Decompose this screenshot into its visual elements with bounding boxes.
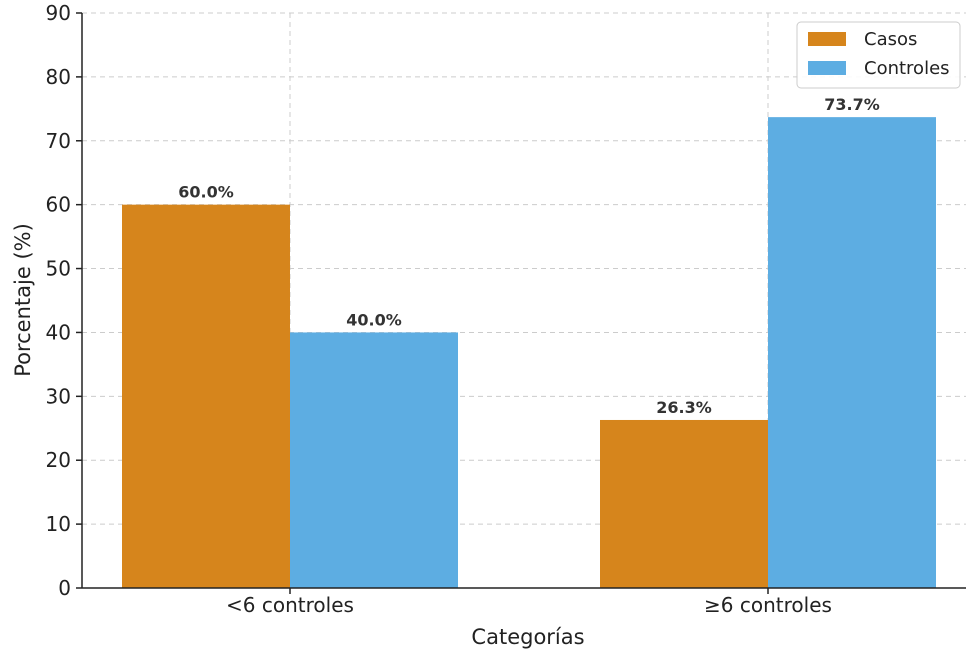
- data-label: 73.7%: [824, 95, 880, 114]
- legend-label-controles: Controles: [864, 58, 950, 79]
- y-axis-title: Porcentaje (%): [11, 223, 35, 377]
- data-labels: 60.0% 26.3% 40.0% 73.7%: [178, 95, 880, 417]
- y-tick-label: 30: [46, 384, 71, 408]
- legend: Casos Controles: [796, 21, 961, 89]
- axes: 0 10 20 30 40 50 60 70 80 90 <6 controles ≥6 contro…: [46, 1, 966, 617]
- bar-controles-1: [290, 332, 458, 588]
- y-tick-label: 50: [46, 257, 71, 281]
- x-tick-label: <6 controles: [226, 593, 354, 617]
- x-axis-title: Categorías: [471, 625, 584, 649]
- bar-casos-1: [122, 204, 290, 588]
- data-label: 26.3%: [656, 398, 712, 417]
- y-tick-label: 0: [58, 576, 71, 600]
- x-tick-label: ≥6 controles: [704, 593, 832, 617]
- data-label: 60.0%: [178, 183, 234, 202]
- legend-label-casos: Casos: [864, 29, 917, 50]
- legend-swatch-casos: [808, 32, 846, 46]
- y-tick-label: 20: [46, 448, 71, 472]
- bar-casos-2: [600, 419, 768, 588]
- y-tick-label: 40: [46, 320, 71, 344]
- legend-swatch-controles: [808, 61, 846, 75]
- bar-controles-2: [768, 117, 936, 588]
- y-tick-label: 10: [46, 512, 71, 536]
- data-label: 40.0%: [346, 310, 402, 329]
- y-tick-label: 80: [46, 65, 71, 89]
- y-tick-label: 70: [46, 129, 71, 153]
- y-tick-label: 90: [46, 1, 71, 25]
- y-tick-label: 60: [46, 193, 71, 217]
- bars: [122, 117, 936, 588]
